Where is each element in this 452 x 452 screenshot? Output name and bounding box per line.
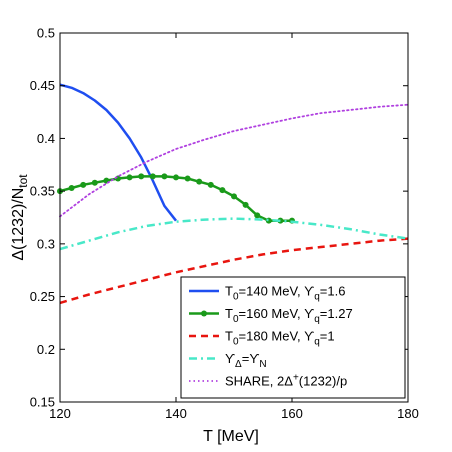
y-axis-title: Δ(1232)/Ntot (10, 174, 30, 261)
series-2-point (231, 193, 237, 200)
y-tick-label: 0.35 (30, 184, 55, 199)
y-tick-label: 0.15 (30, 395, 55, 410)
x-tick-label: 120 (49, 406, 71, 421)
series-1-line (59, 83, 177, 222)
series-2-point (126, 174, 133, 181)
y-tick-label: 0.45 (30, 78, 55, 93)
series-2-point (184, 175, 191, 182)
y-tick-label: 0.2 (37, 342, 55, 357)
series-5-line (59, 103, 409, 218)
series-2-point (138, 173, 145, 180)
series-4-line (59, 217, 409, 251)
legend-label-3: T0=180 MeV, ϒq=1 (225, 329, 335, 348)
series-2-point (149, 173, 156, 180)
series-3-line (59, 237, 409, 305)
x-tick-label: 140 (165, 406, 187, 421)
series-2-point (219, 187, 226, 194)
series-2-point (68, 184, 75, 191)
x-tick-label: 160 (281, 406, 303, 421)
x-tick-label: 180 (397, 406, 419, 421)
series-2-point (242, 201, 249, 208)
x-axis-title: T [MeV] (203, 428, 259, 445)
series-2-point (196, 178, 203, 185)
legend-label-1: T0=140 MeV, ϒq=1.6 (225, 284, 345, 303)
y-tick-label: 0.25 (30, 289, 55, 304)
series-2-point (254, 212, 261, 219)
legend: T0=140 MeV, ϒq=1.6 T0=160 MeV, ϒq=1.27 T0=… (180, 276, 406, 399)
y-tick-label: 0.3 (37, 236, 55, 251)
plot-frame (59, 32, 409, 403)
legend-label-5: SHARE, 2Δ+(1232)/p (225, 373, 347, 389)
series-2-point (207, 181, 214, 188)
y-tick-label: 0.5 (37, 26, 55, 41)
legend-label-4: ϒΔ=ϒN (225, 351, 267, 370)
series-2-point (173, 174, 179, 181)
series-2-point (80, 181, 87, 188)
y-tick-label: 0.4 (37, 131, 55, 146)
legend-label-2: T0=160 MeV, ϒq=1.27 (225, 306, 353, 325)
legend-box (180, 276, 406, 399)
series-2-point (91, 179, 98, 186)
series-2-point (161, 173, 168, 180)
legend-marker (201, 310, 207, 317)
svg-text:Δ(1232)/Ntot: Δ(1232)/Ntot (10, 174, 30, 261)
